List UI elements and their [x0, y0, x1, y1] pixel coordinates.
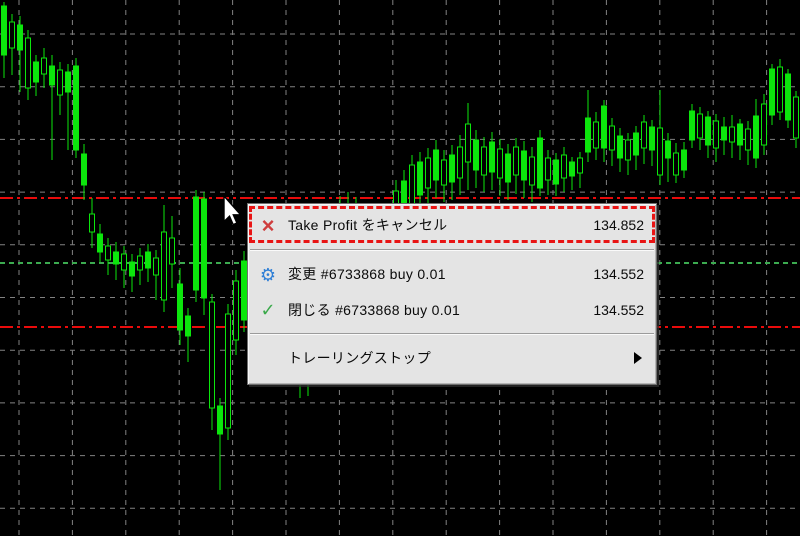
menu-item-price: 134.852	[593, 217, 644, 233]
candle-body	[777, 66, 783, 113]
candle-body	[769, 68, 775, 116]
candle-body	[9, 21, 15, 49]
candle-body	[193, 196, 199, 291]
candle-body	[417, 161, 423, 196]
menu-item-close-order[interactable]: ✓ 閉じる #6733868 buy 0.01 134.552	[248, 292, 656, 328]
candle-body	[41, 57, 47, 75]
candle-body	[473, 139, 479, 171]
candle-body	[689, 110, 695, 141]
candle-body	[169, 237, 175, 265]
candle-body	[633, 132, 639, 156]
candle-body	[681, 149, 687, 171]
menu-item-label: Take Profit をキャンセル	[288, 217, 448, 233]
candle-body	[81, 153, 87, 186]
candle-body	[545, 157, 551, 181]
candle-body	[409, 164, 415, 206]
candle-body	[609, 125, 615, 151]
candle-body	[161, 231, 167, 301]
candle-body	[145, 251, 151, 269]
candle-body	[65, 71, 71, 93]
candle-body	[737, 123, 743, 146]
candle-body	[617, 135, 623, 159]
candle-body	[105, 245, 111, 261]
candle-body	[521, 150, 527, 181]
candle-body	[25, 37, 31, 89]
candle-body	[569, 161, 575, 177]
candle-body	[73, 65, 79, 151]
candle-body	[537, 137, 543, 189]
candle-body	[217, 405, 223, 435]
candle-body	[585, 117, 591, 153]
candle-body	[657, 127, 663, 176]
candle-body	[425, 157, 431, 189]
candle-body	[57, 69, 63, 96]
candle-body	[185, 315, 191, 337]
candle-body	[577, 157, 583, 174]
candle-body	[785, 73, 791, 121]
menu-item-price: 134.552	[593, 302, 644, 318]
candle-body	[673, 152, 679, 176]
candle-body	[625, 139, 631, 161]
candle-body	[449, 154, 455, 183]
candle-body	[721, 126, 727, 141]
candle-body	[553, 159, 559, 185]
candle-body	[209, 301, 215, 409]
menu-item-label: 変更 #6733868 buy 0.01	[288, 266, 446, 282]
candle-body	[33, 61, 39, 83]
candle-body	[457, 146, 463, 179]
candle-body	[793, 96, 799, 139]
candle-body	[705, 116, 711, 146]
candle-body	[593, 121, 599, 149]
menu-item-trailing-stop[interactable]: トレーリングストップ	[248, 340, 656, 376]
candle-body	[513, 146, 519, 176]
candle-body	[441, 159, 447, 186]
menu-item-label: 閉じる #6733868 buy 0.01	[288, 302, 461, 318]
candle-body	[177, 283, 183, 331]
candle-body	[753, 115, 759, 159]
submenu-arrow-icon	[634, 352, 642, 364]
gear-icon: ⚙	[259, 265, 277, 285]
candle-body	[137, 255, 143, 271]
candle-body	[561, 154, 567, 179]
candle-body	[697, 113, 703, 139]
candle-body	[649, 126, 655, 151]
cancel-x-icon: ×	[261, 213, 275, 238]
candle-body	[497, 148, 503, 179]
candle-body	[713, 120, 719, 149]
candle-body	[433, 149, 439, 181]
menu-separator	[250, 249, 654, 251]
check-icon: ✓	[260, 300, 276, 320]
candle-body	[1, 5, 7, 56]
candle-body	[729, 126, 735, 143]
candle-body	[529, 156, 535, 186]
candle-body	[49, 65, 55, 86]
order-context-menu: × Take Profit をキャンセル 134.852 ⚙ 変更 #67338…	[247, 203, 657, 385]
candle-body	[89, 213, 95, 233]
candle-body	[201, 198, 207, 299]
candle-body	[465, 123, 471, 163]
candle-body	[153, 257, 159, 276]
menu-item-modify-order[interactable]: ⚙ 変更 #6733868 buy 0.01 134.552	[248, 256, 656, 292]
candle-body	[241, 260, 247, 321]
menu-item-cancel-take-profit[interactable]: × Take Profit をキャンセル 134.852	[248, 206, 656, 244]
candle-body	[113, 251, 119, 265]
menu-item-label: トレーリングストップ	[288, 350, 431, 366]
candle-body	[129, 261, 135, 277]
candle-body	[761, 103, 767, 146]
candle-body	[225, 313, 231, 429]
menu-item-price: 134.552	[593, 266, 644, 282]
candle-body	[641, 121, 647, 149]
candle-body	[505, 153, 511, 183]
candle-body	[745, 128, 751, 151]
menu-separator	[250, 333, 654, 335]
candle-body	[601, 105, 607, 149]
candle-body	[233, 280, 239, 341]
candle-body	[121, 253, 127, 271]
candle-body	[17, 24, 23, 51]
candle-body	[97, 233, 103, 253]
candle-body	[481, 146, 487, 176]
candle-body	[665, 140, 671, 159]
candle-body	[489, 141, 495, 173]
